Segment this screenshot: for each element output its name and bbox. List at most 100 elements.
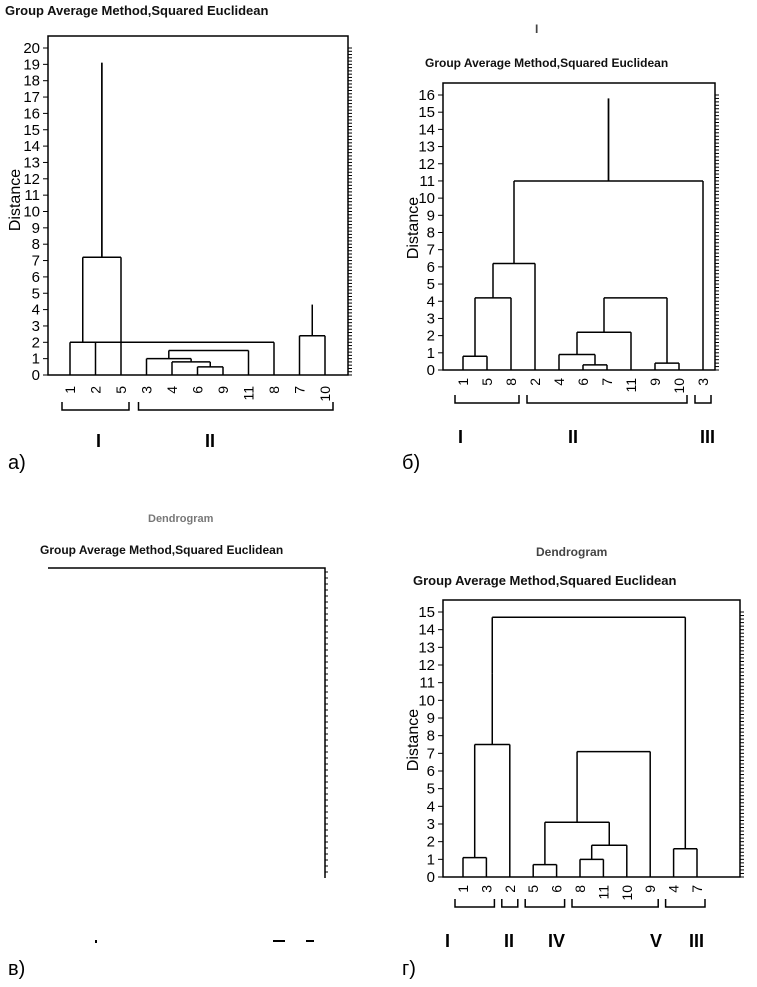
y-tick-label: 6 — [32, 269, 40, 286]
panel-a-label: а) — [8, 452, 26, 474]
y-tick-label: 14 — [23, 138, 40, 155]
group-label: I — [96, 431, 101, 451]
y-tick-label: 15 — [418, 604, 435, 621]
panel-a-title: Group Average Method,Squared Euclidean — [5, 3, 269, 18]
group-bracket — [524, 899, 566, 908]
leaf-label: 8 — [266, 386, 282, 394]
y-tick-label: 3 — [427, 310, 435, 327]
y-tick-label: 13 — [418, 139, 435, 156]
y-tick-label: 12 — [418, 156, 435, 173]
y-tick-label: 15 — [23, 122, 40, 139]
y-tick-label: 19 — [23, 56, 40, 73]
leaf-label: 9 — [642, 885, 658, 893]
y-tick-label: 7 — [32, 253, 40, 270]
y-tick-label: 17 — [23, 89, 40, 106]
leaf-label: 3 — [139, 386, 155, 394]
leaf-label: 9 — [215, 386, 231, 394]
y-tick-label: 0 — [32, 367, 40, 384]
y-tick-label: 11 — [24, 187, 40, 204]
group-bracket — [571, 899, 659, 908]
leaf-label: 5 — [479, 378, 495, 386]
leaf-label: 4 — [666, 885, 682, 893]
group-bracket — [454, 395, 520, 404]
panel-v-label: в) — [8, 958, 26, 980]
leaf-label: 9 — [647, 378, 663, 386]
leaf-label: 8 — [572, 885, 588, 893]
plot-frame — [442, 82, 716, 371]
y-tick-label: 0 — [427, 362, 435, 379]
stray-mark — [95, 940, 97, 943]
y-tick-label: 8 — [32, 236, 40, 253]
group-bracket — [454, 899, 496, 908]
y-tick-label: 15 — [418, 104, 435, 121]
group-bracket — [137, 402, 334, 411]
y-tick-label: 11 — [419, 173, 435, 190]
leaf-label: 6 — [575, 378, 591, 386]
leaf-label: 4 — [551, 378, 567, 386]
y-tick-label: 13 — [23, 154, 40, 171]
leaf-label: 7 — [292, 386, 308, 394]
panel-v-subtitle: Dendrogram — [148, 513, 214, 525]
y-tick-label: 8 — [427, 225, 435, 242]
leaf-label: 11 — [623, 378, 639, 393]
y-tick-label: 9 — [427, 710, 435, 727]
leaf-label: 5 — [113, 386, 129, 394]
leaf-label: 11 — [595, 885, 611, 900]
y-tick-label: 16 — [418, 87, 435, 104]
leaf-label: 10 — [671, 378, 687, 394]
group-label: V — [650, 931, 662, 951]
group-label: II — [504, 931, 514, 951]
panel-g-label: г) — [402, 958, 416, 980]
y-tick-label: 9 — [32, 220, 40, 237]
y-tick-label: 10 — [418, 190, 435, 207]
group-label: IV — [548, 931, 565, 951]
y-axis-label: Distance — [405, 197, 422, 259]
leaf-label: 2 — [527, 378, 543, 386]
y-tick-label: 14 — [418, 121, 435, 138]
group-label: III — [700, 427, 715, 447]
y-tick-label: 13 — [418, 639, 435, 656]
leaf-label: 8 — [503, 378, 519, 386]
y-tick-label: 4 — [32, 302, 40, 319]
leaf-label: 3 — [695, 378, 711, 386]
y-tick-label: 10 — [418, 692, 435, 709]
y-tick-label: 4 — [427, 293, 435, 310]
leaf-label: 2 — [88, 386, 104, 394]
panel-v-title: Group Average Method,Squared Euclidean — [40, 543, 284, 557]
stray-mark — [273, 940, 285, 942]
y-axis-label: Distance — [405, 709, 422, 771]
group-bracket — [664, 899, 706, 908]
y-tick-label: 18 — [23, 73, 40, 90]
y-tick-label: 1 — [427, 851, 435, 868]
y-tick-label: 16 — [23, 105, 40, 122]
y-tick-label: 10 — [23, 204, 40, 221]
y-tick-label: 11 — [419, 675, 435, 692]
panel-b-title: Group Average Method,Squared Euclidean — [425, 56, 669, 70]
y-tick-label: 3 — [427, 816, 435, 833]
leaf-label: 10 — [317, 386, 333, 402]
panel-b-label: б) — [402, 452, 421, 474]
leaf-label: 3 — [478, 885, 494, 893]
y-tick-label: 6 — [427, 259, 435, 276]
leaf-label: 4 — [164, 386, 180, 394]
leaf-label: 10 — [619, 885, 635, 901]
group-bracket — [61, 402, 130, 411]
leaf-label: 6 — [190, 386, 206, 394]
y-tick-label: 2 — [427, 328, 435, 345]
y-tick-label: 8 — [427, 728, 435, 745]
group-label: III — [689, 931, 704, 951]
y-axis-label: Distance — [7, 169, 24, 231]
leaf-label: 7 — [689, 885, 705, 893]
leaf-label: 5 — [525, 885, 541, 893]
group-bracket — [501, 899, 519, 908]
y-tick-label: 2 — [32, 334, 40, 351]
y-tick-label: 12 — [418, 657, 435, 674]
group-label: I — [445, 931, 450, 951]
leaf-label: 11 — [241, 386, 257, 401]
y-tick-label: 20 — [23, 40, 40, 57]
leaf-label: 1 — [455, 378, 471, 386]
